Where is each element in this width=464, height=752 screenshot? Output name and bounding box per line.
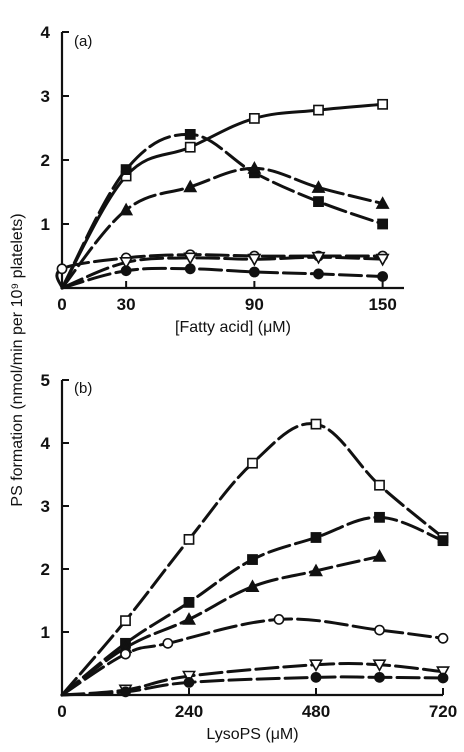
y-tick-label: 2 bbox=[41, 560, 50, 579]
data-point bbox=[183, 596, 195, 608]
data-point bbox=[375, 253, 390, 267]
data-point bbox=[247, 253, 262, 267]
data-point bbox=[377, 98, 389, 110]
data-point bbox=[183, 533, 195, 545]
panel-a: 1 2 3 4 0 30 90 150 [Fatty acid] (μM) (a) bbox=[41, 23, 404, 336]
data-point bbox=[309, 563, 323, 577]
data-point bbox=[119, 202, 134, 216]
y-tick-label: 4 bbox=[41, 23, 51, 42]
x-tick-label: 90 bbox=[245, 295, 264, 314]
data-point bbox=[119, 256, 134, 270]
data-point bbox=[184, 263, 196, 275]
data-point bbox=[184, 129, 196, 140]
data-point bbox=[375, 196, 390, 209]
data-point bbox=[436, 666, 450, 679]
data-point bbox=[374, 511, 385, 523]
data-point bbox=[120, 648, 131, 660]
series-filled-triangle bbox=[60, 161, 390, 290]
data-point bbox=[437, 535, 449, 547]
panel-label: (a) bbox=[74, 33, 92, 50]
data-point bbox=[313, 104, 324, 116]
data-point bbox=[372, 659, 387, 673]
x-tick-label: 240 bbox=[175, 702, 203, 721]
data-point bbox=[120, 265, 132, 277]
data-point bbox=[372, 549, 387, 562]
panel-label: (b) bbox=[74, 380, 92, 397]
data-point bbox=[162, 637, 174, 649]
series-filled-square bbox=[60, 129, 389, 290]
x-axis-title: [Fatty acid] (μM) bbox=[175, 319, 291, 336]
y-tick-label: 3 bbox=[41, 497, 50, 516]
data-point bbox=[437, 672, 449, 684]
data-point bbox=[311, 180, 326, 193]
data-point bbox=[309, 659, 323, 673]
x-axis-title: LysoPS (μM) bbox=[206, 726, 298, 743]
data-point bbox=[310, 418, 322, 430]
series-line bbox=[60, 255, 385, 290]
data-point bbox=[120, 164, 132, 175]
data-point bbox=[247, 161, 262, 174]
series-open-circle bbox=[60, 614, 449, 697]
x-tick-label: 720 bbox=[429, 702, 457, 721]
y-axis-title: PS formation (nmol/min per 10⁹ platelets… bbox=[9, 213, 26, 506]
data-point bbox=[248, 113, 260, 124]
data-point bbox=[374, 479, 385, 491]
data-point bbox=[56, 263, 68, 275]
data-point bbox=[273, 614, 285, 625]
y-tick-label: 3 bbox=[41, 87, 50, 106]
data-point bbox=[313, 268, 324, 280]
x-tick-label: 0 bbox=[57, 702, 66, 721]
y-tick-label: 1 bbox=[41, 215, 50, 234]
panel-b: 1 2 3 4 5 0 240 480 720 LysoPS (μM) (b) bbox=[41, 371, 458, 743]
data-point bbox=[183, 179, 198, 193]
data-point bbox=[182, 670, 196, 684]
series-filled-circle bbox=[60, 263, 389, 290]
data-point bbox=[310, 532, 322, 543]
x-tick-label: 150 bbox=[368, 295, 396, 314]
series-filled-square bbox=[60, 511, 449, 697]
data-point bbox=[183, 252, 198, 266]
series-line bbox=[60, 266, 385, 290]
x-tick-label: 0 bbox=[57, 295, 66, 314]
data-point bbox=[183, 677, 195, 688]
data-point bbox=[377, 271, 389, 282]
data-point bbox=[310, 671, 322, 683]
data-point bbox=[120, 615, 131, 627]
y-tick-label: 1 bbox=[41, 623, 50, 642]
series-line bbox=[60, 675, 445, 697]
series-line bbox=[60, 132, 385, 290]
data-point bbox=[247, 554, 258, 565]
data-point bbox=[437, 632, 449, 644]
x-tick-label: 480 bbox=[302, 702, 330, 721]
series-filled-circle bbox=[60, 671, 449, 698]
data-point bbox=[313, 196, 324, 207]
data-point bbox=[120, 686, 131, 698]
data-point bbox=[182, 612, 196, 625]
data-point bbox=[248, 266, 260, 278]
data-point bbox=[184, 141, 196, 153]
x-tick-label: 30 bbox=[117, 295, 136, 314]
data-point bbox=[245, 579, 260, 593]
data-point bbox=[374, 671, 385, 683]
y-tick-label: 5 bbox=[41, 371, 50, 390]
data-point bbox=[311, 251, 326, 265]
series-line bbox=[60, 515, 445, 697]
series-line bbox=[60, 554, 381, 697]
data-point bbox=[374, 624, 385, 636]
y-tick-label: 2 bbox=[41, 151, 50, 170]
y-tick-label: 4 bbox=[41, 434, 51, 453]
series-open-triangle-down bbox=[60, 251, 390, 290]
data-point bbox=[247, 457, 258, 469]
data-point bbox=[377, 218, 389, 230]
